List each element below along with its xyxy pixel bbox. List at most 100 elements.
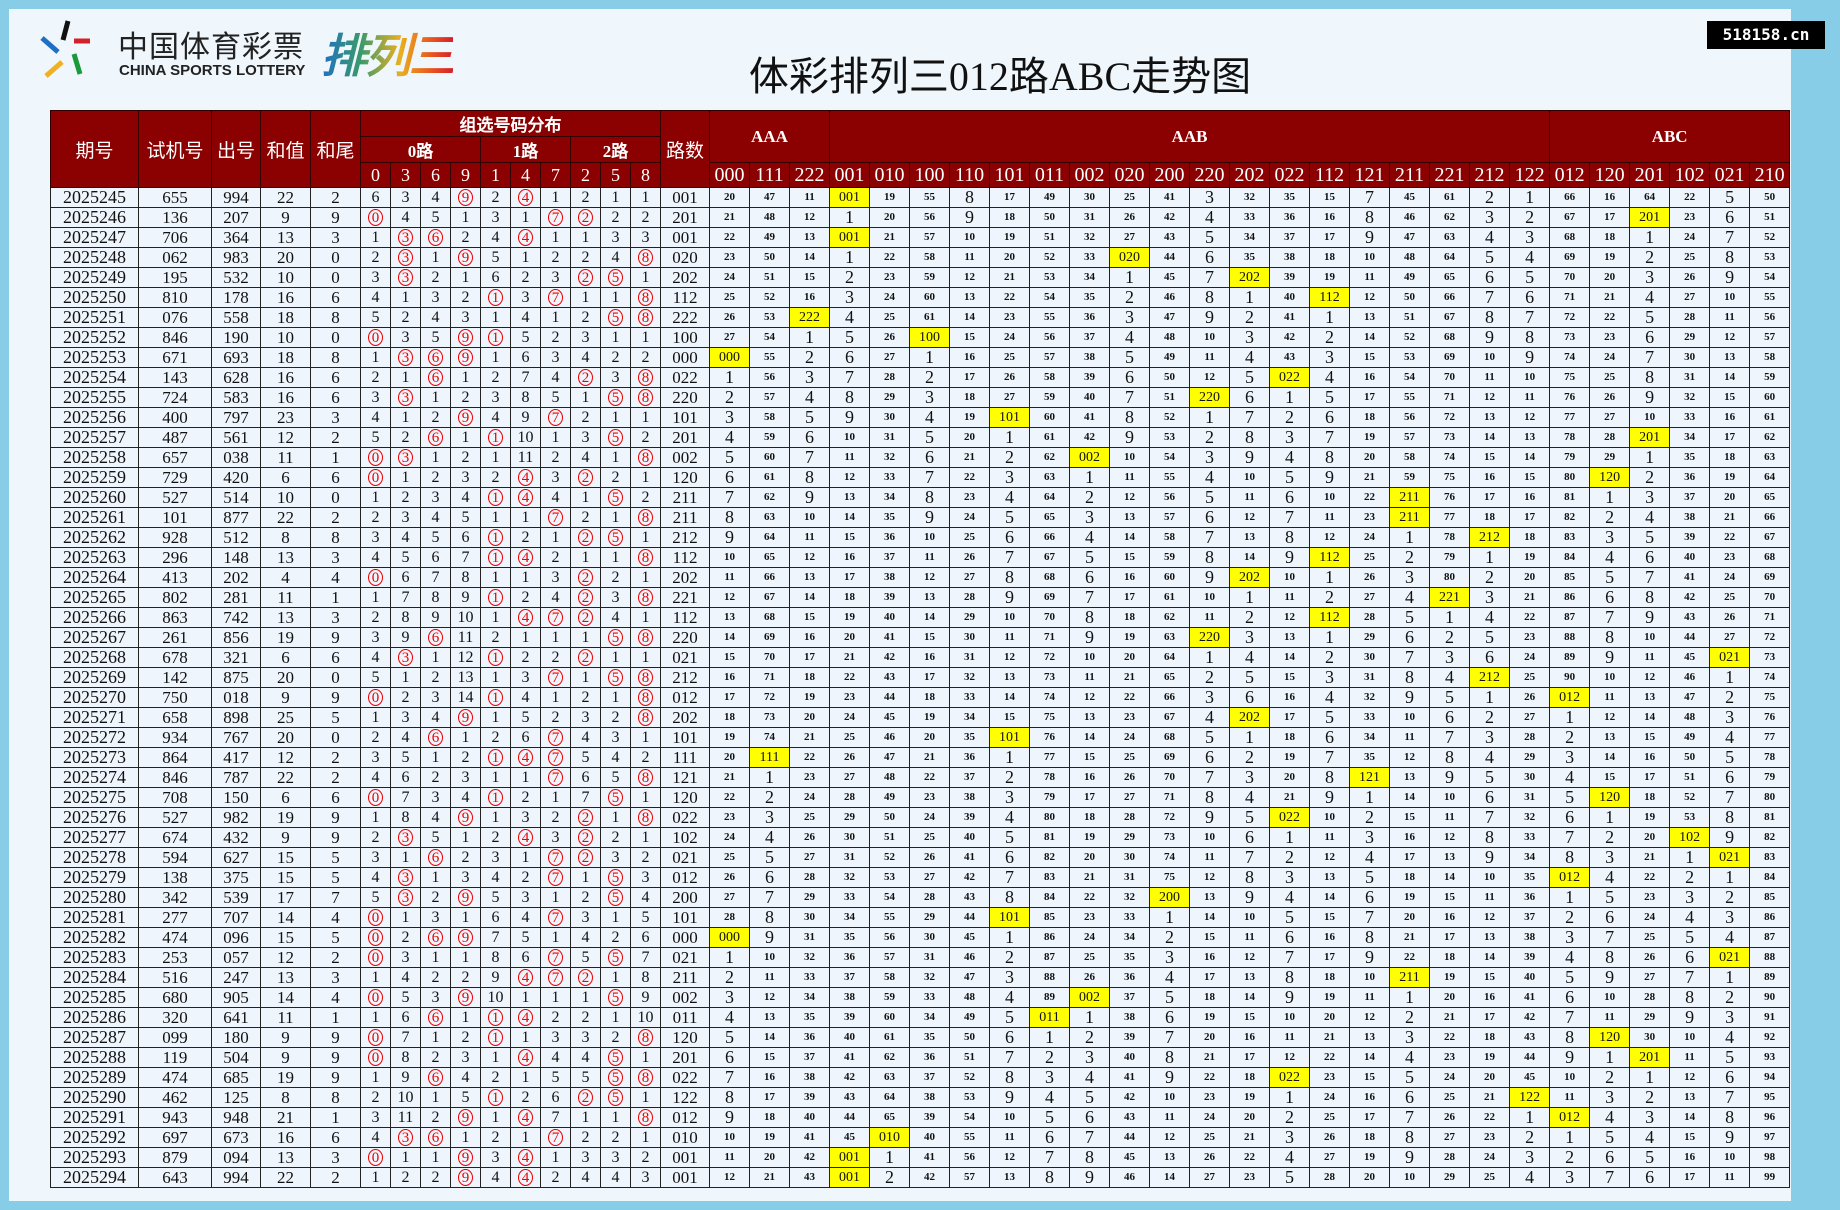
pattern-omission-cell: 34 [1069,267,1111,288]
pattern-omission-cell: 67 [1149,707,1191,728]
pattern-omission-cell: 9 [709,527,751,548]
sum-tail-cell: 0 [310,327,361,348]
issue-cell: 2025251 [50,307,139,328]
pattern-omission-cell: 4 [749,827,791,848]
pattern-omission-cell: 11 [1429,807,1471,828]
pattern-omission-cell: 8 [1229,427,1271,448]
digit-omission-cell: 7 [510,367,541,388]
draw-number-cell: 281 [211,587,261,608]
pattern-omission-cell: 11 [1709,307,1751,328]
pattern-omission-cell: 23 [709,247,751,268]
test-number-cell: 195 [138,267,212,288]
digit-hit-circle: 1 [488,689,503,706]
pattern-omission-cell: 22 [949,467,991,488]
pattern-omission-cell: 59 [1029,387,1071,408]
pattern-omission-cell: 5 [1109,347,1151,368]
pattern-omission-cell: 19 [989,227,1031,248]
digit-hit-circle: 1 [488,749,503,766]
pattern-omission-cell: 57 [949,1167,991,1188]
sum-tail-cell: 8 [310,1087,361,1108]
draw-number-cell: 693 [211,347,261,368]
digit-hit-circle: 7 [548,669,563,686]
pattern-omission-cell: 35 [1669,447,1711,468]
route-cell: 201 [660,427,711,448]
sum-cell: 16 [260,1127,311,1148]
pattern-omission-cell: 23 [989,307,1031,328]
sum-cell: 12 [260,747,311,768]
table-row: 2025255 724 583 16 6 3 3 1 2 3 8 5 1 5 8 220 2 57 4 8 29 3 18 2… [50,387,1791,408]
pattern-omission-cell: 28 [709,907,751,928]
digit-omission-cell: 8 [629,307,662,328]
pattern-omission-cell: 46 [1389,207,1431,228]
pattern-omission-cell: 13 [1229,527,1271,548]
digit-hit-circle: 0 [368,989,383,1006]
pattern-hit-cell: 021 [1709,847,1751,868]
pattern-omission-cell: 35 [1269,187,1311,208]
digit-hit-circle: 0 [368,689,383,706]
pattern-omission-cell: 18 [1309,247,1351,268]
table-row: 2025281 277 707 14 4 0 1 3 1 6 4 7 3 1 5 101 28 8 30 34 55 29… [50,907,1791,928]
pattern-omission-cell: 9 [1349,227,1391,248]
digit-hit-circle: 2 [578,569,593,586]
digit-omission-cell: 2 [600,347,631,368]
pattern-omission-cell: 21 [1429,1007,1471,1028]
pattern-omission-cell: 27 [949,567,991,588]
pattern-omission-cell: 1 [1509,187,1551,208]
pattern-omission-cell: 26 [1069,967,1111,988]
pattern-omission-cell: 7 [1269,507,1311,528]
draw-number-cell: 504 [211,1047,261,1068]
pattern-omission-cell: 50 [749,247,791,268]
pattern-omission-cell: 13 [789,227,831,248]
digit-omission-cell: 1 [390,907,421,928]
site-watermark[interactable]: 518158.cn [1707,21,1825,49]
pattern-hit-cell: 120 [1589,467,1631,488]
pattern-omission-cell: 11 [1469,367,1511,388]
digit-omission-cell: 3 [600,227,631,248]
pattern-omission-cell: 2 [1589,827,1631,848]
digit-omission-cell: 2 [600,927,631,948]
pattern-hit-cell: 012 [1549,1107,1591,1128]
pattern-omission-cell: 11 [709,1147,751,1168]
digit-omission-cell: 3 [600,367,631,388]
pattern-omission-cell: 11 [909,547,951,568]
pattern-omission-cell: 78 [1029,767,1071,788]
table-row: 2025263 296 148 13 3 4 5 6 7 1 4 2 1 1 8 112 10 65 12 16 37 1… [50,547,1791,568]
pattern-omission-cell: 41 [829,1047,871,1068]
pattern-omission-cell: 79 [1029,787,1071,808]
pattern-omission-cell: 5 [989,827,1031,848]
pattern-omission-cell: 11 [1549,1087,1591,1108]
draw-number-cell: 038 [211,447,261,468]
digit-omission-cell: 1 [420,247,451,268]
pattern-omission-cell: 1 [1069,1007,1111,1028]
pattern-omission-cell: 9 [709,1107,751,1128]
pattern-omission-cell: 7 [1709,227,1751,248]
digit-omission-cell: 7 [540,727,571,748]
pattern-omission-cell: 10 [1629,407,1671,428]
digit-hit-circle: 9 [458,249,473,266]
issue-cell: 2025293 [50,1147,139,1168]
route-cell: 101 [660,727,711,748]
pattern-omission-cell: 26 [1709,607,1751,628]
pattern-omission-cell: 25 [1189,1127,1231,1148]
sum-tail-cell: 2 [310,947,361,968]
pattern-omission-cell: 10 [709,547,751,568]
route-cell: 012 [660,1107,711,1128]
pattern-omission-cell: 27 [1589,407,1631,428]
header-pattern-222: 222 [789,162,831,188]
pattern-hit-cell: 021 [1709,947,1751,968]
pattern-omission-cell: 8 [1269,967,1311,988]
pattern-omission-cell: 12 [1229,947,1271,968]
digit-hit-circle: 7 [548,949,563,966]
digit-omission-cell: 3 [450,767,481,788]
route-cell: 211 [660,967,711,988]
pattern-omission-cell: 65 [1749,487,1791,508]
pattern-omission-cell: 13 [989,667,1031,688]
pattern-omission-cell: 35 [1349,747,1391,768]
pattern-omission-cell: 3 [1469,587,1511,608]
sum-cell: 25 [260,707,311,728]
pattern-omission-cell: 62 [1749,427,1791,448]
table-row: 2025278 594 627 15 5 3 1 6 2 3 1 7 2 3 2 021 25 5 27 31 52 26… [50,847,1791,868]
pattern-omission-cell: 25 [829,727,871,748]
pattern-omission-cell: 33 [1669,407,1711,428]
draw-number-cell: 875 [211,667,261,688]
